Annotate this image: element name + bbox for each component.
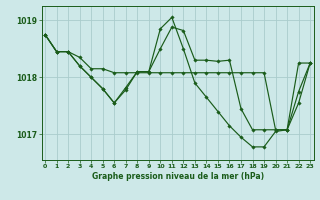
- X-axis label: Graphe pression niveau de la mer (hPa): Graphe pression niveau de la mer (hPa): [92, 172, 264, 181]
